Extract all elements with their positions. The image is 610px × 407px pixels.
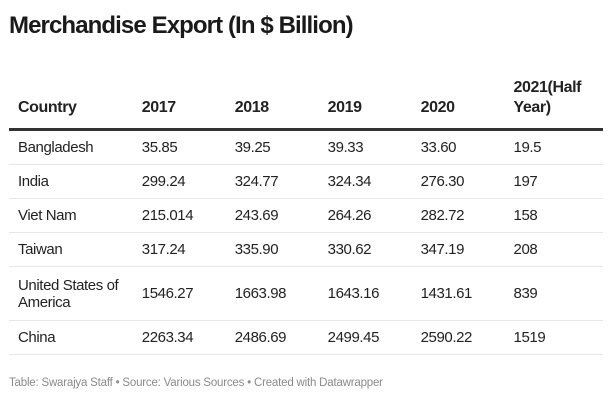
table-row: India 299.24 324.77 324.34 276.30 197	[9, 164, 603, 199]
country-cell: India	[9, 164, 142, 199]
value-cell: 39.33	[327, 129, 421, 165]
value-cell: 208	[513, 232, 603, 267]
table-row: Bangladesh 35.85 39.25 39.33 33.60 19.5	[9, 129, 603, 165]
value-cell: 347.19	[420, 232, 514, 267]
value-cell: 1663.98	[234, 266, 328, 321]
value-cell: 335.90	[234, 232, 328, 267]
value-cell: 276.30	[420, 164, 514, 199]
value-cell: 158	[513, 198, 603, 233]
value-cell: 282.72	[420, 198, 514, 233]
value-cell: 317.24	[141, 232, 235, 267]
value-cell: 35.85	[141, 129, 235, 165]
table-row: Viet Nam 215.014 243.69 264.26 282.72 158	[9, 198, 603, 233]
value-cell: 2263.34	[141, 320, 235, 355]
column-header-country[interactable]: Country	[9, 78, 142, 131]
value-cell: 1643.16	[327, 266, 421, 321]
table-row: Taiwan 317.24 335.90 330.62 347.19 208	[9, 232, 603, 267]
country-cell: Bangladesh	[9, 129, 142, 165]
value-cell: 2499.45	[327, 320, 421, 355]
header-row: Country 2017 2018 2019 2020 2021(Half Ye…	[9, 78, 603, 131]
country-cell: Taiwan	[9, 232, 142, 267]
value-cell: 215.014	[141, 198, 235, 233]
footer-credits: Table: Swarajya Staff • Source: Various …	[9, 377, 383, 389]
value-cell: 264.26	[327, 198, 421, 233]
column-header-2021[interactable]: 2021(Half Year)	[513, 78, 603, 131]
value-cell: 39.25	[234, 129, 328, 165]
column-header-2019[interactable]: 2019	[327, 78, 421, 131]
table-row: China 2263.34 2486.69 2499.45 2590.22 1519	[9, 320, 603, 355]
column-header-2020[interactable]: 2020	[420, 78, 514, 131]
table-row: United States of America 1546.27 1663.98 16…	[9, 266, 603, 321]
country-cell: China	[9, 320, 142, 355]
value-cell: 330.62	[327, 232, 421, 267]
value-cell: 1431.61	[420, 266, 514, 321]
value-cell: 324.34	[327, 164, 421, 199]
country-cell: Viet Nam	[9, 198, 142, 233]
value-cell: 19.5	[513, 129, 603, 165]
column-header-2018[interactable]: 2018	[234, 78, 328, 131]
value-cell: 243.69	[234, 198, 328, 233]
column-header-2017[interactable]: 2017	[141, 78, 235, 131]
data-table: Country 2017 2018 2019 2020 2021(Half Ye…	[9, 78, 603, 355]
value-cell: 299.24	[141, 164, 235, 199]
value-cell: 33.60	[420, 129, 514, 165]
value-cell: 839	[513, 266, 603, 321]
value-cell: 197	[513, 164, 603, 199]
value-cell: 1546.27	[141, 266, 235, 321]
value-cell: 2486.69	[234, 320, 328, 355]
value-cell: 1519	[513, 320, 603, 355]
table-title: Merchandise Export (In $ Billion)	[9, 12, 354, 39]
value-cell: 2590.22	[420, 320, 514, 355]
value-cell: 324.77	[234, 164, 328, 199]
country-cell: United States of America	[9, 266, 142, 321]
